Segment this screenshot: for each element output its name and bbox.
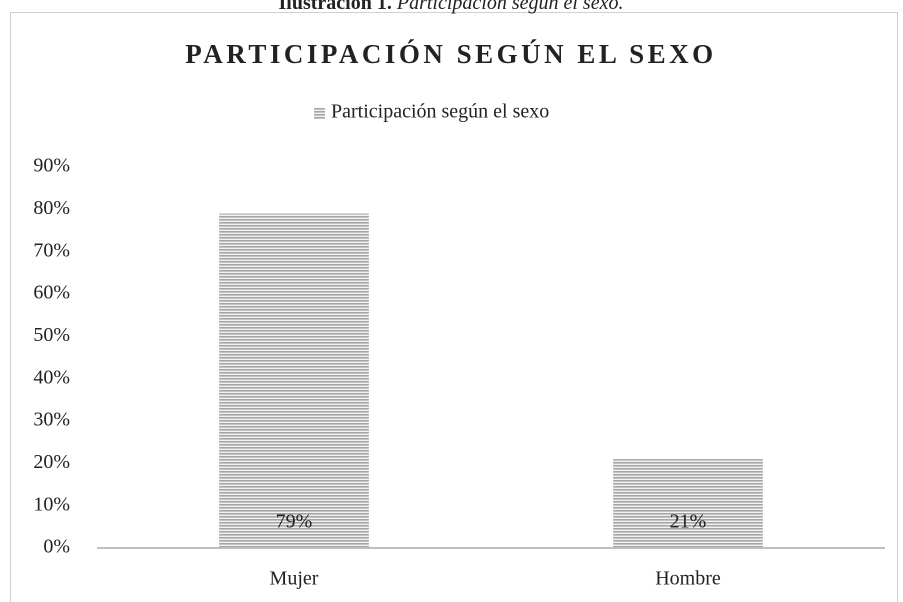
x-tick-label: Hombre [655, 568, 721, 590]
y-tick-label: 10% [33, 493, 70, 515]
bar [219, 213, 369, 549]
caption-text: Participación según el sexo. [396, 0, 624, 14]
caption-label: Ilustración 1. [279, 0, 392, 14]
y-tick-label: 30% [33, 409, 70, 431]
y-tick-label: 0% [43, 536, 70, 558]
data-label: 79% [276, 511, 313, 533]
legend-label: Participación según el sexo [331, 101, 549, 123]
caption: Ilustración 1. Participación según el se… [279, 0, 624, 14]
y-tick-label: 20% [33, 451, 70, 473]
y-tick-label: 60% [33, 282, 70, 304]
y-tick-label: 80% [33, 197, 70, 219]
x-tick-label: Mujer [270, 568, 319, 590]
y-tick-label: 90% [33, 155, 70, 177]
legend-swatch [314, 108, 325, 119]
chart-title: PARTICIPACIÓN SEGÚN EL SEXO [185, 39, 716, 69]
bar [613, 459, 763, 548]
data-label: 21% [670, 511, 707, 533]
y-tick-label: 50% [33, 324, 70, 346]
y-tick-label: 40% [33, 366, 70, 388]
y-tick-label: 70% [33, 239, 70, 261]
